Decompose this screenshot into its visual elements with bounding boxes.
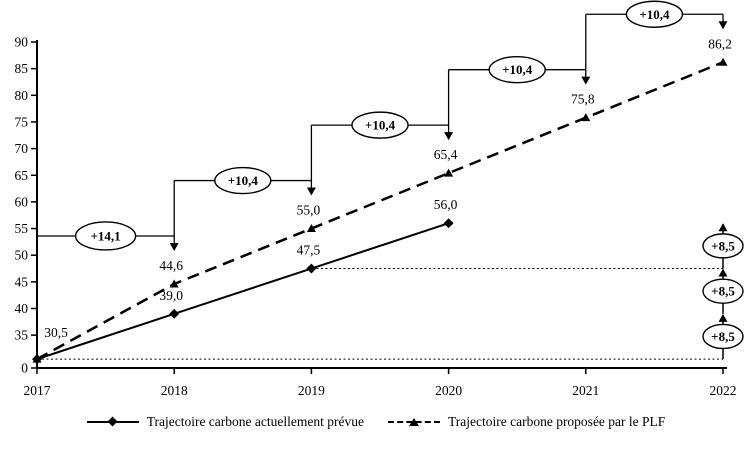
y-tick-label: 45 [15,274,29,289]
increment-oval [214,166,272,195]
data-point-marker-triangle [581,113,591,122]
x-tick-label: 2022 [710,383,737,398]
increment-arrow-up-icon [718,313,728,322]
data-point-marker-triangle [306,224,316,233]
increment-label: +10,4 [502,62,533,77]
data-point-marker-triangle [718,57,728,66]
increment-label: +10,4 [228,173,259,188]
x-tick-label: 2019 [298,383,325,398]
data-point-marker-triangle [444,168,454,177]
value-label: 47,5 [297,243,321,258]
increment-label: +10,4 [365,118,396,133]
increment-label: +8,5 [711,284,735,299]
increment-arrow-down-icon [444,132,454,141]
x-tick-label: 2021 [572,383,599,398]
series-line-dashed [36,61,724,361]
value-label: 55,0 [297,203,321,218]
y-tick-label: 35 [15,328,29,343]
series-line-solid [36,222,449,361]
value-label: 65,4 [434,147,458,162]
increment-label: +8,5 [711,238,735,253]
data-point-marker-diamond [443,218,454,229]
legend-item-plf-trajectory: Trajectoire carbone proposée par le PLF [387,414,666,430]
increment-oval [488,55,546,84]
increment-label: +8,5 [711,329,735,344]
legend-label-plf: Trajectoire carbone proposée par le PLF [447,414,666,429]
y-tick-label: 85 [15,61,29,76]
increment-oval [351,111,409,139]
x-tick-label: 2020 [435,383,462,398]
increment-arrow-up-icon [718,268,728,277]
increment-label: +14,1 [91,228,121,243]
increment-oval [74,221,137,251]
legend-item-current-trajectory: Trajectoire carbone actuellement prévue [86,414,364,430]
increment-arrow-down-icon [718,21,728,30]
dashed-line-triangle-icon [387,416,440,428]
chart-legend: Trajectoire carbone actuellement prévue … [0,414,752,430]
data-point-marker-triangle [32,354,42,363]
increment-arrow-up-icon [718,223,728,232]
y-tick-label: 60 [15,194,29,209]
data-point-marker-diamond [306,263,317,274]
y-tick-label: 50 [15,248,29,263]
x-tick-label: 2018 [161,383,188,398]
y-tick-label: 65 [15,168,29,183]
value-label: 56,0 [434,197,458,212]
data-point-marker-diamond [169,308,180,319]
y-tick-label: 90 [15,35,29,50]
increment-arrow-down-icon [169,242,179,251]
y-tick-label: 80 [15,88,29,103]
y-tick-label: 40 [15,301,29,316]
x-tick-label: 2017 [24,383,51,398]
legend-label-current: Trajectoire carbone actuellement prévue [146,414,364,429]
y-tick-label: 70 [15,141,29,156]
increment-label: +10,4 [639,7,670,22]
value-label: 44,6 [159,258,183,273]
increment-oval [702,233,744,259]
solid-line-diamond-icon [86,416,139,428]
data-point-marker-triangle [169,279,179,288]
y-tick-label: 75 [15,114,29,129]
increment-oval [702,278,744,304]
increment-arrow-down-icon [581,76,591,85]
increment-arrow-down-icon [306,187,316,196]
y-tick-label: 0 [21,361,28,376]
increment-oval [702,323,744,350]
increment-oval [625,0,684,28]
value-label: 86,2 [708,36,732,51]
y-tick-label: 55 [15,221,29,236]
value-label: 30,5 [44,325,68,340]
value-label: 39,0 [159,288,183,303]
value-label: 75,8 [571,92,595,107]
